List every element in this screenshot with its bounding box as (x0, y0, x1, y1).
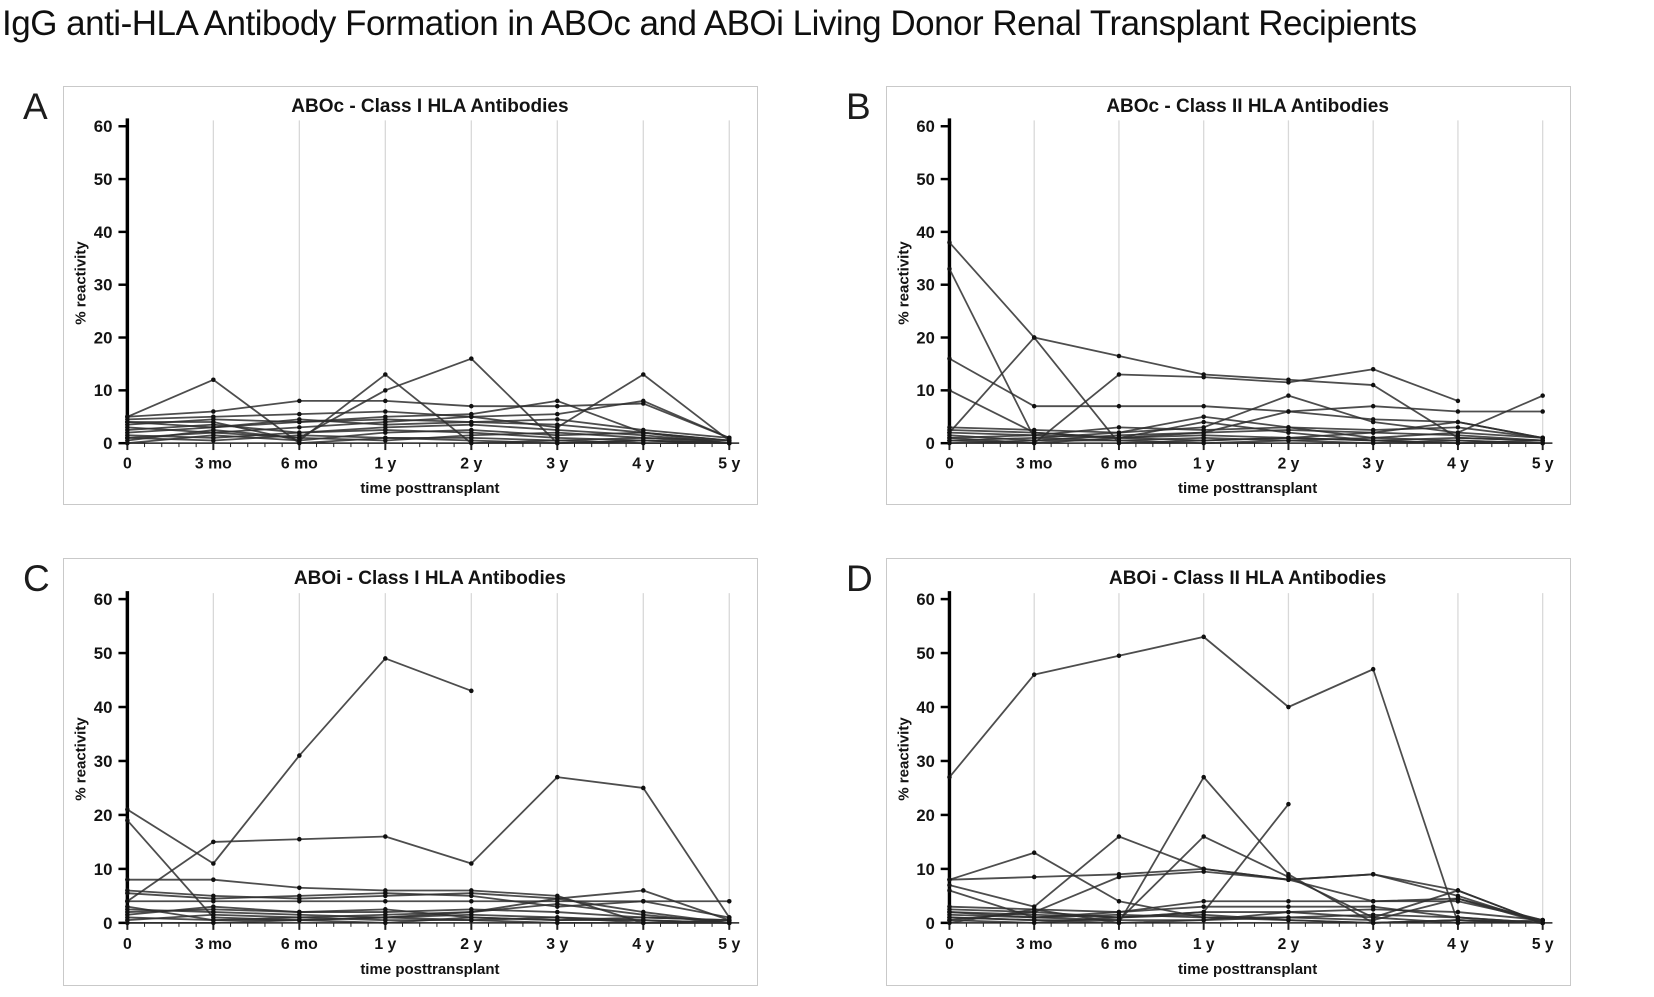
svg-text:6 mo: 6 mo (281, 456, 318, 473)
svg-text:4 y: 4 y (632, 936, 654, 953)
panel-letter-a: A (23, 86, 48, 127)
svg-text:10: 10 (94, 860, 113, 879)
x-axis-label: time posttransplant (1178, 961, 1318, 978)
svg-text:5 y: 5 y (1532, 456, 1554, 473)
svg-text:4 y: 4 y (1447, 456, 1469, 473)
panel-box: ABOi - Class I HLA Antibodies 0 10 20 30 40 5… (63, 558, 758, 986)
x-axis-label: time posttransplant (360, 480, 500, 497)
svg-text:5 y: 5 y (1532, 936, 1554, 953)
line-chart-aboc-class-1: 0 10 20 30 40 50 60 0 3 mo 6 mo 1 y 2 y 3 y 4 y 5 y (94, 117, 741, 473)
chart-title: ABOi - Class II HLA Antibodies (1108, 568, 1387, 589)
svg-text:30: 30 (916, 276, 934, 295)
chart-title: ABOc - Class I HLA Antibodies (291, 96, 569, 117)
svg-text:10: 10 (916, 860, 934, 879)
panel-aboc-class-1: A ABOc - Class I HLA Antibodies 0 10 20 30 4… (23, 86, 758, 505)
line-chart-aboi-class-2: 0 10 20 30 40 50 60 0 3 mo 6 mo 1 y 2 y 3 y 4 y 5 y (916, 590, 1554, 953)
svg-text:30: 30 (916, 752, 934, 771)
svg-text:6 mo: 6 mo (1101, 456, 1137, 473)
svg-text:0: 0 (945, 456, 954, 473)
svg-text:5 y: 5 y (718, 936, 740, 953)
x-axis-label: time posttransplant (1178, 480, 1318, 497)
svg-text:60: 60 (916, 590, 934, 609)
svg-text:0: 0 (926, 434, 935, 453)
svg-text:0: 0 (103, 914, 112, 933)
x-axis-label: time posttransplant (360, 961, 500, 978)
panel-aboi-class-1: C ABOi - Class I HLA Antibodies 0 10 20 30 4… (23, 558, 758, 986)
svg-text:20: 20 (94, 806, 113, 825)
chart-title: ABOc - Class II HLA Antibodies (1106, 96, 1389, 117)
chart-title: ABOi - Class I HLA Antibodies (293, 568, 566, 589)
svg-text:5 y: 5 y (718, 456, 740, 473)
svg-text:60: 60 (94, 590, 113, 609)
svg-text:10: 10 (916, 381, 934, 400)
panel-box: ABOc - Class II HLA Antibodies 0 10 20 30 40… (886, 86, 1571, 505)
svg-text:3 y: 3 y (1362, 936, 1384, 953)
svg-text:3 y: 3 y (1362, 456, 1384, 473)
svg-text:3 mo: 3 mo (195, 456, 232, 473)
y-axis-label: % reactivity (72, 241, 90, 325)
svg-text:0: 0 (945, 936, 954, 953)
svg-text:40: 40 (94, 698, 113, 717)
svg-text:40: 40 (916, 223, 934, 242)
y-axis-label: % reactivity (895, 241, 913, 325)
svg-text:3 mo: 3 mo (195, 936, 232, 953)
svg-text:30: 30 (94, 276, 113, 295)
svg-text:2 y: 2 y (1278, 936, 1300, 953)
panel-aboc-class-2: B ABOc - Class II HLA Antibodies 0 10 20 30… (846, 86, 1571, 505)
panel-letter-c: C (23, 558, 50, 599)
line-chart-aboc-class-2: 0 10 20 30 40 50 60 0 3 mo 6 mo 1 y 2 y 3 y 4 y 5 y (916, 117, 1554, 473)
svg-text:20: 20 (916, 328, 934, 347)
svg-text:40: 40 (916, 698, 934, 717)
svg-text:1 y: 1 y (1193, 936, 1215, 953)
line-chart-aboi-class-1: 0 10 20 30 40 50 60 0 3 mo 6 mo 1 y 2 y 3 y 4 y 5 y (94, 590, 741, 953)
svg-text:60: 60 (94, 117, 113, 136)
svg-text:6 mo: 6 mo (1101, 936, 1138, 953)
svg-text:10: 10 (94, 381, 113, 400)
svg-text:0: 0 (123, 936, 132, 953)
svg-text:60: 60 (916, 117, 934, 136)
svg-text:3 mo: 3 mo (1016, 936, 1053, 953)
svg-text:50: 50 (94, 644, 113, 663)
panel-letter-d: D (846, 558, 873, 599)
svg-text:1 y: 1 y (374, 936, 396, 953)
svg-text:2 y: 2 y (460, 456, 482, 473)
y-axis-label: % reactivity (72, 717, 90, 801)
svg-text:30: 30 (94, 752, 113, 771)
svg-text:3 y: 3 y (546, 456, 568, 473)
panel-box: ABOi - Class II HLA Antibodies 0 10 20 30 40… (886, 558, 1571, 986)
panel-box: ABOc - Class I HLA Antibodies 0 10 20 30 40 5… (63, 86, 758, 505)
svg-text:40: 40 (94, 223, 113, 242)
svg-text:50: 50 (916, 170, 934, 189)
panel-letter-b: B (846, 86, 871, 127)
svg-text:20: 20 (916, 806, 934, 825)
svg-text:2 y: 2 y (1278, 456, 1300, 473)
svg-text:3 mo: 3 mo (1016, 456, 1052, 473)
svg-text:4 y: 4 y (1447, 936, 1469, 953)
svg-text:0: 0 (926, 914, 935, 933)
svg-text:50: 50 (94, 170, 113, 189)
svg-text:0: 0 (103, 434, 112, 453)
panel-aboi-class-2: D ABOi - Class II HLA Antibodies 0 10 20 30… (846, 558, 1571, 986)
y-axis-label: % reactivity (895, 717, 913, 801)
svg-text:1 y: 1 y (374, 456, 396, 473)
figure-title: IgG anti-HLA Antibody Formation in ABOc … (2, 4, 1417, 43)
svg-text:6 mo: 6 mo (281, 936, 318, 953)
svg-text:2 y: 2 y (460, 936, 482, 953)
svg-text:4 y: 4 y (632, 456, 654, 473)
svg-text:1 y: 1 y (1193, 456, 1215, 473)
svg-text:0: 0 (123, 456, 132, 473)
svg-text:20: 20 (94, 328, 113, 347)
svg-text:50: 50 (916, 644, 934, 663)
svg-text:3 y: 3 y (546, 936, 568, 953)
